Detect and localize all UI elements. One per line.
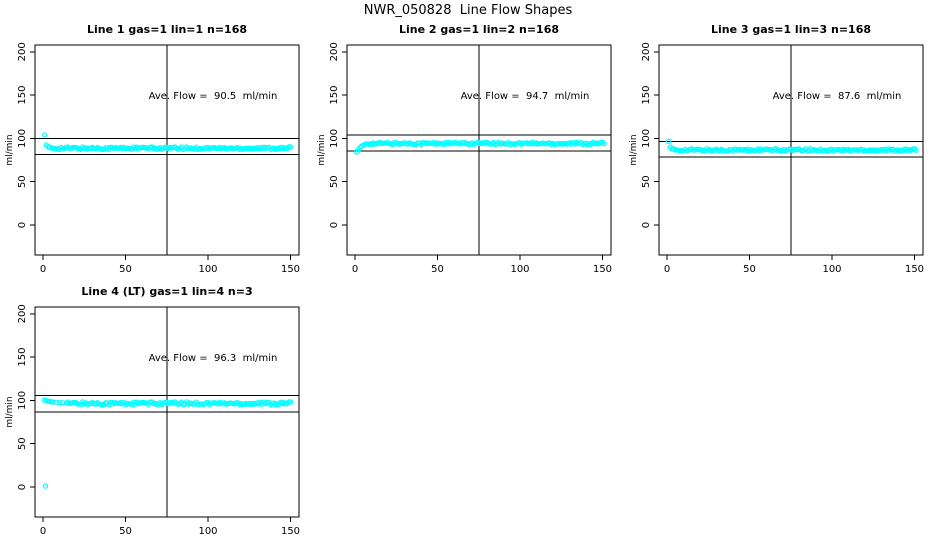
svg-text:200: 200 <box>329 42 340 61</box>
avg-flow-annotation: Ave. Flow = 94.7 ml/min <box>460 91 590 102</box>
panel-line-1: 0 50 100 150 0 50 100 150 200 ml/min Line 1 gas=1… <box>0 18 312 280</box>
svg-text:100: 100 <box>17 391 28 410</box>
svg-text:50: 50 <box>329 175 340 188</box>
svg-text:50: 50 <box>17 437 28 450</box>
svg-text:150: 150 <box>281 264 300 275</box>
figure-title: NWR_050828 Line Flow Shapes <box>363 3 573 18</box>
svg-text:50: 50 <box>431 264 444 275</box>
svg-text:0: 0 <box>17 484 28 490</box>
svg-text:50: 50 <box>119 264 132 275</box>
svg-text:0: 0 <box>40 264 46 275</box>
avg-flow-annotation: Ave. Flow = 90.5 ml/min <box>148 91 278 102</box>
svg-text:50: 50 <box>119 526 132 537</box>
svg-text:0: 0 <box>664 264 670 275</box>
svg-text:150: 150 <box>281 526 300 537</box>
panel-title: Line 4 (LT) gas=1 lin=4 n=3 <box>81 285 253 298</box>
svg-text:ml/min: ml/min <box>629 134 639 165</box>
svg-text:100: 100 <box>329 129 340 148</box>
svg-text:150: 150 <box>17 86 28 105</box>
scatter-plot-line-2: 0 50 100 150 0 50 100 150 200 ml/min <box>317 42 612 275</box>
svg-text:100: 100 <box>17 129 28 148</box>
svg-text:150: 150 <box>329 86 340 105</box>
svg-text:200: 200 <box>17 42 28 61</box>
svg-text:0: 0 <box>641 222 652 228</box>
svg-text:0: 0 <box>329 222 340 228</box>
panel-line-3: 0 50 100 150 0 50 100 150 200 ml/min Line 3 gas=1… <box>624 18 936 280</box>
svg-text:150: 150 <box>17 348 28 367</box>
panel-title: Line 3 gas=1 lin=3 n=168 <box>710 23 872 36</box>
panel-title: Line 1 gas=1 lin=1 n=168 <box>86 23 248 36</box>
svg-text:100: 100 <box>198 264 217 275</box>
scatter-plot-line-4: 0 50 100 150 0 50 100 150 200 ml/min <box>5 304 300 537</box>
svg-text:ml/min: ml/min <box>317 134 327 165</box>
svg-text:100: 100 <box>198 526 217 537</box>
scatter-plot-line-1: 0 50 100 150 0 50 100 150 200 ml/min <box>5 42 300 275</box>
svg-text:0: 0 <box>17 222 28 228</box>
svg-text:0: 0 <box>40 526 46 537</box>
svg-text:150: 150 <box>641 86 652 105</box>
scatter-plot-line-3: 0 50 100 150 0 50 100 150 200 ml/min <box>629 42 924 275</box>
svg-text:50: 50 <box>743 264 756 275</box>
svg-text:ml/min: ml/min <box>5 396 15 427</box>
panel-line-4: 0 50 100 150 0 50 100 150 200 ml/min Line 4 (LT) … <box>0 280 312 540</box>
svg-text:50: 50 <box>641 175 652 188</box>
svg-text:100: 100 <box>822 264 841 275</box>
panel-title: Line 2 gas=1 lin=2 n=168 <box>398 23 560 36</box>
svg-text:100: 100 <box>641 129 652 148</box>
avg-flow-annotation: Ave. Flow = 96.3 ml/min <box>148 353 278 364</box>
svg-text:ml/min: ml/min <box>5 134 15 165</box>
svg-text:0: 0 <box>352 264 358 275</box>
svg-text:200: 200 <box>641 42 652 61</box>
svg-text:100: 100 <box>510 264 529 275</box>
svg-text:150: 150 <box>593 264 612 275</box>
panel-line-2: 0 50 100 150 0 50 100 150 200 ml/min Line 2 gas=1… <box>312 18 624 280</box>
svg-text:150: 150 <box>905 264 924 275</box>
avg-flow-annotation: Ave. Flow = 87.6 ml/min <box>772 91 902 102</box>
svg-text:200: 200 <box>17 304 28 323</box>
svg-text:50: 50 <box>17 175 28 188</box>
